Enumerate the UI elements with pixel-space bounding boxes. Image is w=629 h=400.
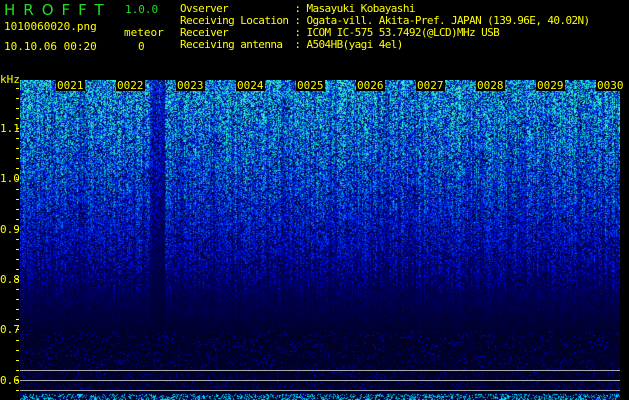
y-tick <box>16 229 19 230</box>
y-tick <box>16 199 19 200</box>
minute-label: 0030 <box>596 79 625 92</box>
y-axis-label: 1.0 <box>0 172 20 186</box>
minute-label: 0026 <box>356 79 385 92</box>
y-tick <box>16 360 19 361</box>
y-tick <box>16 259 19 260</box>
y-tick <box>16 350 19 351</box>
y-tick <box>16 209 19 210</box>
minute-label: 0023 <box>176 79 205 92</box>
meteor-count: 0 <box>138 40 145 53</box>
minute-label: 0021 <box>56 79 85 92</box>
datetime: 10.10.06 00:20 <box>4 40 97 53</box>
minute-label: 0028 <box>476 79 505 92</box>
y-tick <box>16 179 19 180</box>
y-axis-label: 0.7 <box>0 323 20 337</box>
location-line: Receiving Location : Ogata-vill. Akita-P… <box>180 14 590 27</box>
y-tick <box>16 370 19 371</box>
y-tick <box>16 219 19 220</box>
receiver-line: Receiver : ICOM IC-575 53.7492(@LCD)MHz … <box>180 26 500 39</box>
y-tick <box>16 88 19 89</box>
y-tick <box>16 138 19 139</box>
y-tick <box>16 148 19 149</box>
y-tick <box>16 239 19 240</box>
y-tick <box>16 158 19 159</box>
y-tick <box>16 168 19 169</box>
reference-line <box>20 370 620 371</box>
y-tick <box>16 98 19 99</box>
observer-line: Ovserver : Masayuki Kobayashi <box>180 2 415 15</box>
y-unit-label: kHz <box>0 73 20 86</box>
y-axis-label: 0.8 <box>0 272 20 286</box>
minute-label: 0024 <box>236 79 265 92</box>
y-tick <box>16 128 19 129</box>
minute-label: 0025 <box>296 79 325 92</box>
reference-line <box>20 380 620 381</box>
antenna-line: Receiving antenna : A504HB(yagi 4el) <box>180 38 403 51</box>
y-tick <box>16 269 19 270</box>
y-tick <box>16 279 19 280</box>
y-axis-label: 0.9 <box>0 222 20 236</box>
spectrogram <box>20 80 620 400</box>
y-tick <box>16 249 19 250</box>
y-tick <box>16 340 19 341</box>
y-tick <box>16 309 19 310</box>
meteor-label: meteor <box>124 26 164 39</box>
station-info: Ovserver : Masayuki Kobayashi Receiving L… <box>180 3 590 51</box>
y-axis-label: 0.6 <box>0 373 20 387</box>
minute-label: 0027 <box>416 79 445 92</box>
minute-label: 0022 <box>116 79 145 92</box>
y-tick <box>16 319 19 320</box>
y-tick <box>16 118 19 119</box>
filename: 1010060020.png <box>4 20 97 33</box>
y-tick <box>16 289 19 290</box>
app-version: 1.0.0 <box>125 3 159 16</box>
y-tick <box>16 390 19 391</box>
y-axis-label: 1.1 <box>0 122 20 135</box>
y-tick <box>16 329 19 330</box>
y-tick <box>16 189 19 190</box>
y-tick <box>16 299 19 300</box>
y-tick <box>16 380 19 381</box>
app-title: HROFFT <box>4 1 112 19</box>
minute-label: 0029 <box>536 79 565 92</box>
y-tick <box>16 108 19 109</box>
reference-line <box>20 390 620 391</box>
